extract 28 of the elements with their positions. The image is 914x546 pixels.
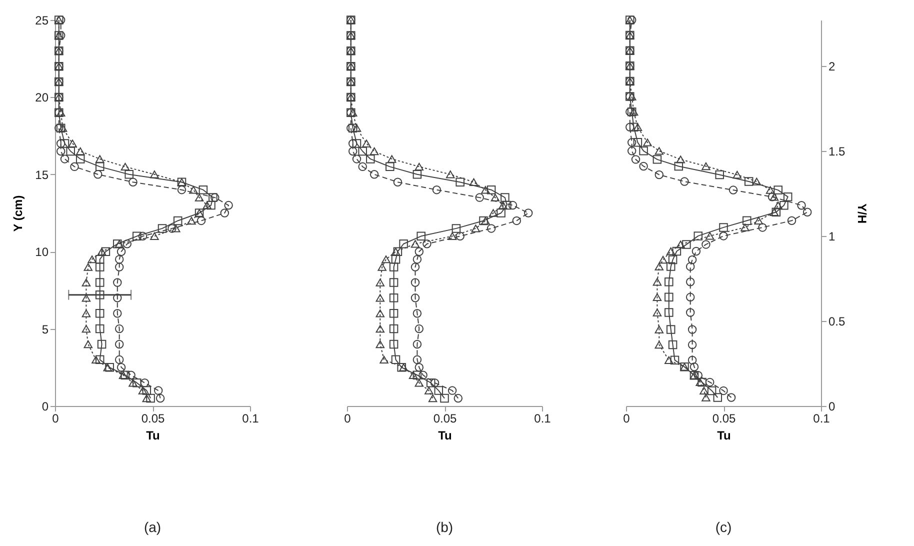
y-axis-title: Y (cm) bbox=[11, 195, 26, 232]
y2-tick-label: 0 bbox=[828, 400, 836, 414]
x-axis-title: Tu bbox=[146, 428, 160, 442]
x-tick-label: 0 bbox=[344, 412, 352, 426]
y2-axis-title: Y/H bbox=[855, 203, 870, 224]
y-tick-label: 5 bbox=[42, 322, 49, 336]
text: (c) bbox=[715, 519, 732, 535]
y2-tick-label: 1.5 bbox=[828, 144, 846, 158]
text: (a) bbox=[144, 519, 162, 535]
y-tick-label: 10 bbox=[35, 245, 49, 260]
x-tick-label: 0.05 bbox=[141, 412, 165, 426]
text: (b) bbox=[436, 519, 454, 535]
x-axis-title: Tu bbox=[717, 428, 731, 442]
x-tick-label: 0.05 bbox=[712, 412, 736, 426]
x-tick-label: 0.05 bbox=[433, 412, 457, 426]
y-tick-label: 20 bbox=[35, 90, 49, 105]
x-tick-label: 0 bbox=[52, 412, 60, 426]
y2-tick-label: 0.5 bbox=[828, 314, 846, 328]
y-tick-label: 25 bbox=[35, 14, 49, 28]
x-tick-label: 0 bbox=[623, 412, 630, 426]
x-tick-label: 0.1 bbox=[813, 412, 830, 426]
x-tick-label: 0.1 bbox=[242, 412, 260, 426]
y2-tick-label: 2 bbox=[828, 59, 836, 74]
y2-tick-label: 1 bbox=[828, 229, 836, 244]
x-tick-label: 0.1 bbox=[534, 412, 552, 426]
y-tick-label: 15 bbox=[35, 168, 49, 182]
y-tick-label: 0 bbox=[42, 400, 49, 414]
x-axis-title: Tu bbox=[438, 428, 452, 442]
